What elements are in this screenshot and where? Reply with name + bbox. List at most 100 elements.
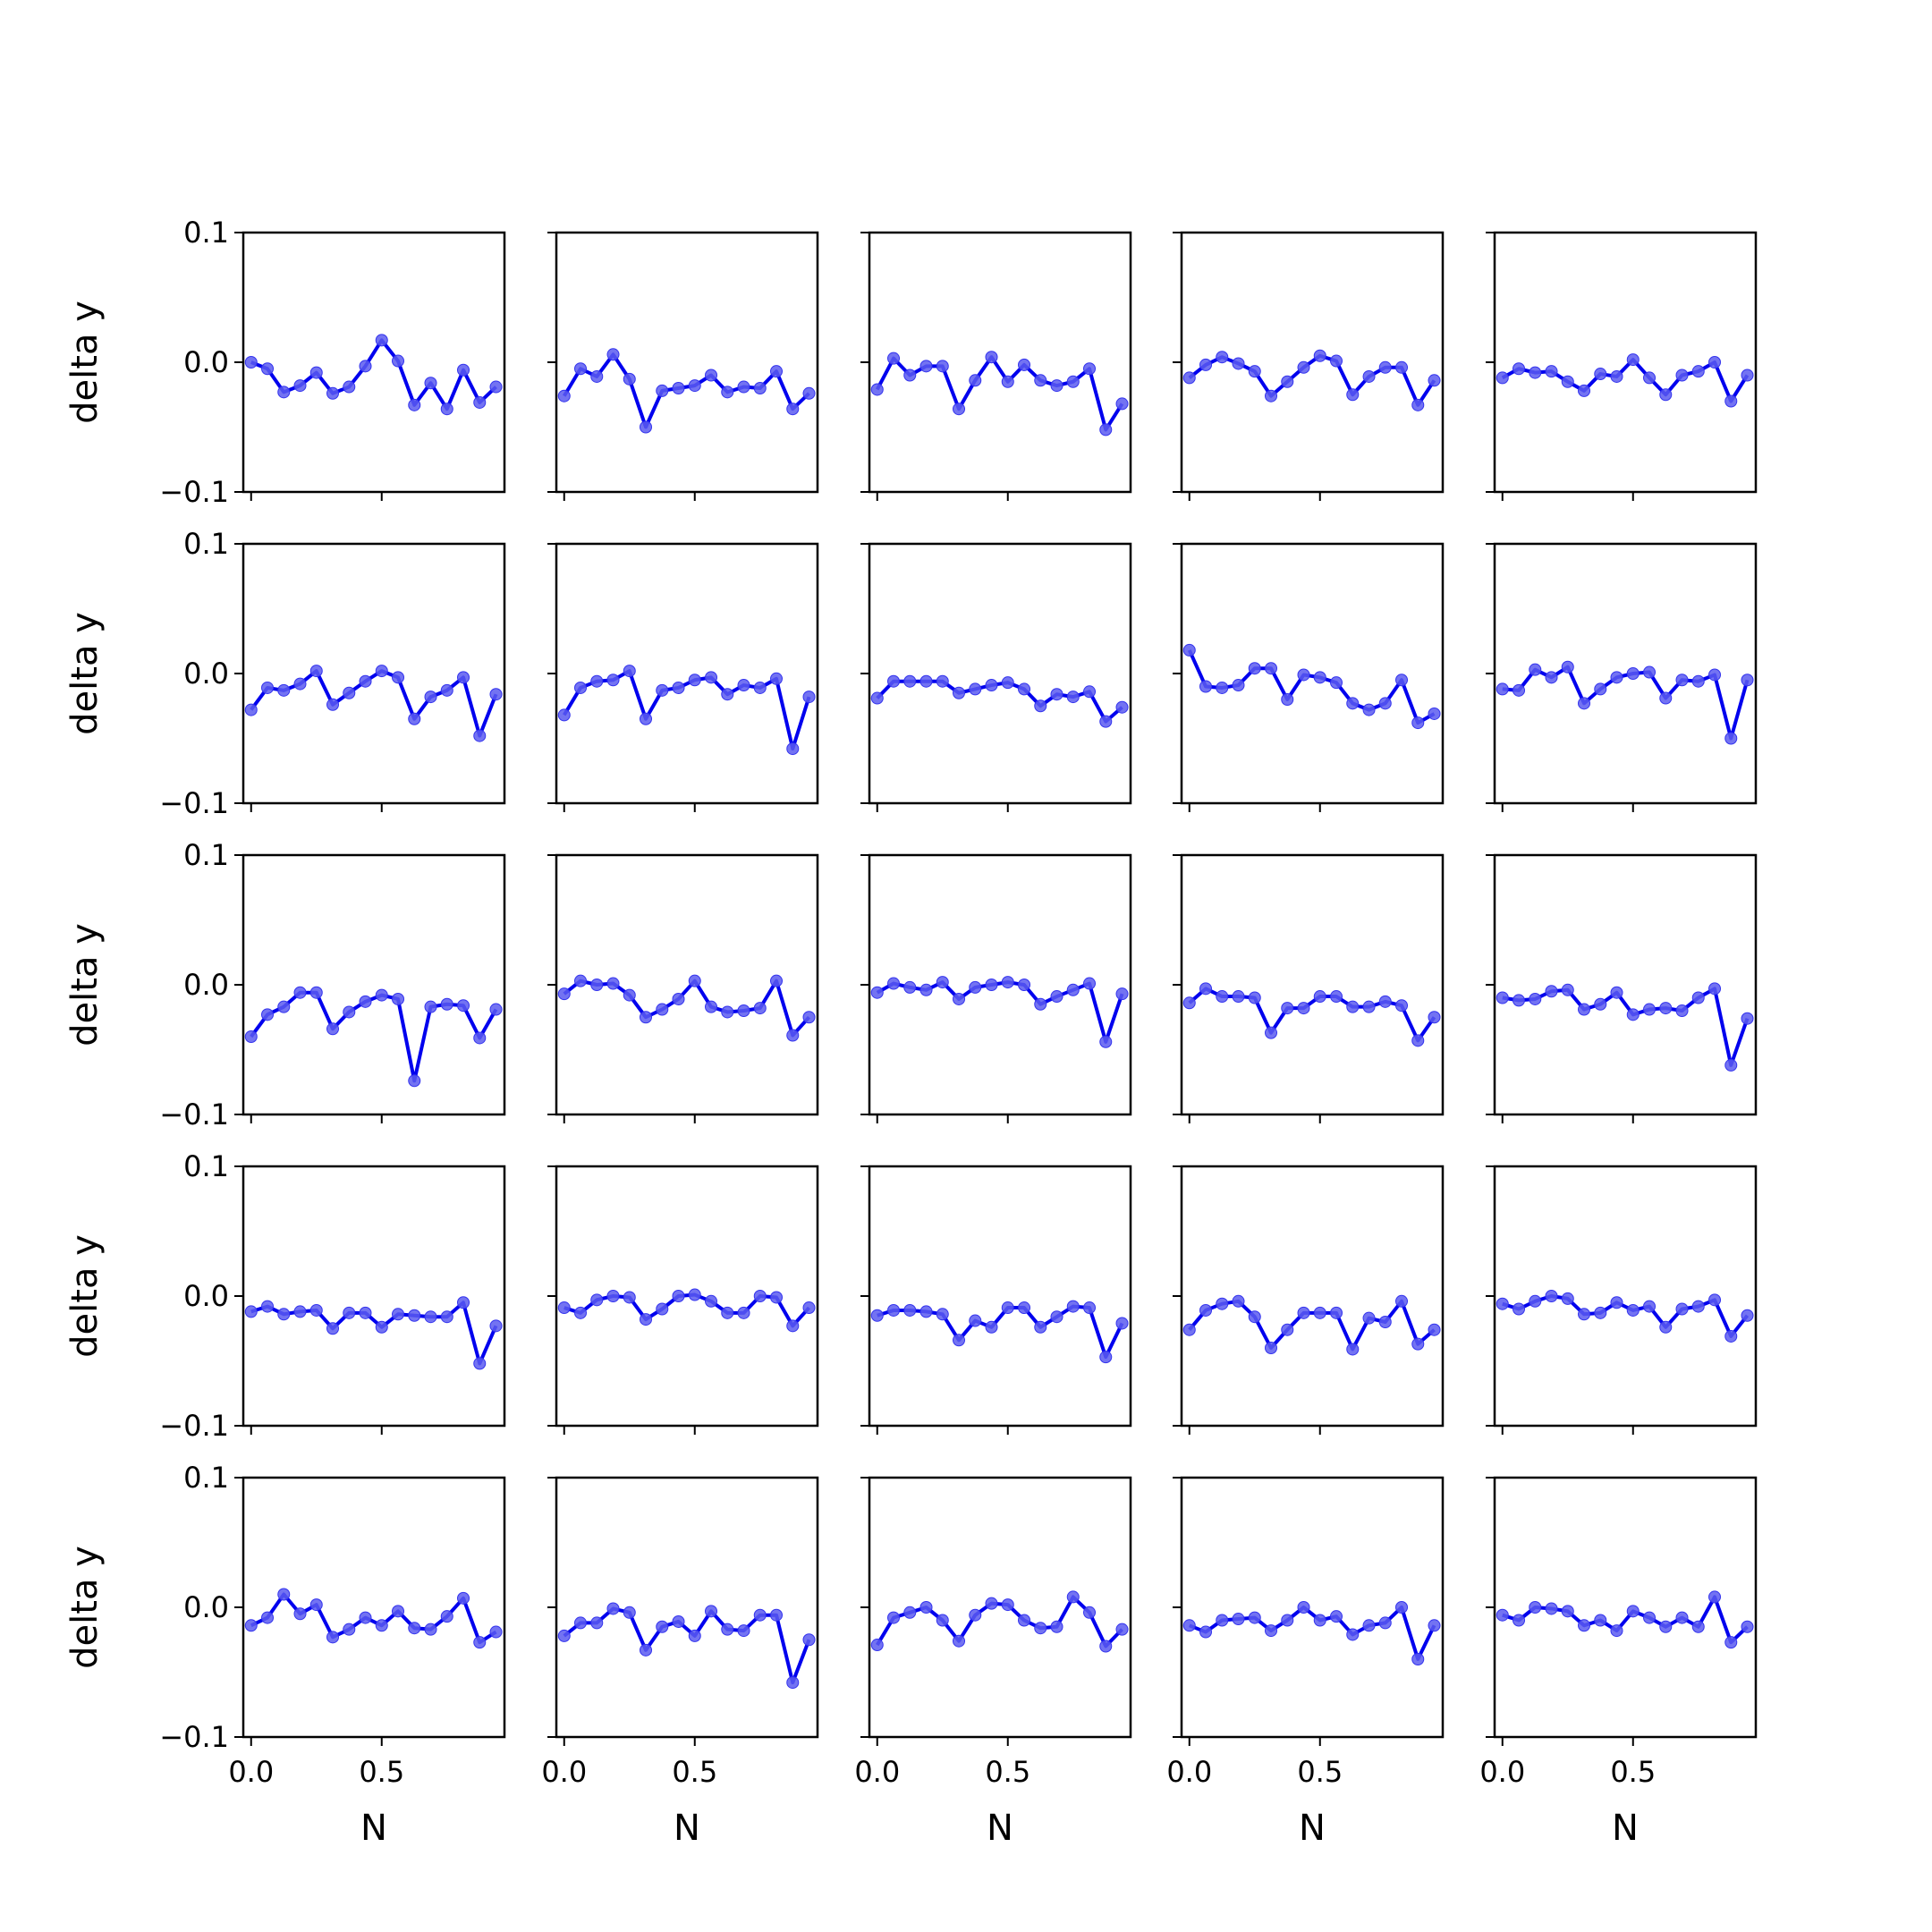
data-point (557, 1629, 571, 1642)
data-point (721, 1005, 734, 1019)
data-point (1018, 1614, 1031, 1627)
subplot-r4-c4 (1173, 1165, 1445, 1435)
data-point (1626, 1303, 1640, 1317)
data-point (1708, 1590, 1722, 1604)
series-line (876, 1595, 1123, 1648)
data-point (1675, 1004, 1689, 1017)
data-point (1545, 985, 1558, 998)
data-point (359, 360, 372, 373)
y-tick-label: 0.0 (183, 1279, 229, 1313)
data-point (457, 999, 470, 1013)
data-point (574, 1616, 588, 1630)
data-point (1050, 1310, 1063, 1324)
data-point (705, 671, 718, 684)
data-point (688, 1629, 701, 1642)
data-point (457, 671, 470, 684)
y-axis-label: delta y (64, 923, 106, 1046)
data-point (1346, 1000, 1360, 1013)
data-point (590, 979, 604, 991)
axes-frame (1180, 853, 1445, 1116)
data-point (408, 1074, 421, 1088)
data-point (1378, 360, 1392, 374)
data-point (1018, 979, 1031, 991)
axes-frame (1493, 1165, 1758, 1428)
data-point (1050, 688, 1063, 701)
data-point (640, 712, 653, 725)
data-point (1313, 1614, 1326, 1627)
data-point (244, 1619, 258, 1632)
data-point (969, 1608, 982, 1622)
subplot-r2-c4 (1173, 542, 1445, 812)
data-point (1066, 1590, 1080, 1604)
subplot-r5-c5: 0.0 0.5 N (1479, 1476, 1758, 1849)
data-point (343, 1005, 356, 1019)
data-point (1428, 1011, 1441, 1024)
data-point (737, 1004, 750, 1017)
data-point (1099, 1640, 1113, 1653)
data-point (786, 1676, 800, 1690)
data-point (969, 1314, 982, 1327)
data-point (1232, 679, 1245, 692)
data-point (1115, 700, 1129, 714)
series-line (563, 1606, 811, 1685)
data-point (590, 1293, 604, 1307)
data-point (770, 1291, 784, 1304)
data-point (1610, 986, 1623, 999)
data-point (1066, 691, 1080, 704)
data-point (1378, 1316, 1392, 1328)
data-point (688, 674, 701, 687)
data-point (887, 1611, 901, 1624)
data-point (1330, 1306, 1343, 1319)
data-point (1545, 1602, 1558, 1615)
data-point (786, 742, 800, 756)
data-point (1297, 360, 1310, 374)
data-point (1708, 1293, 1722, 1307)
data-point (1643, 1003, 1657, 1016)
data-point (574, 974, 588, 987)
data-point (277, 1000, 291, 1013)
data-point (1066, 983, 1080, 996)
data-point (1297, 1306, 1310, 1319)
data-point (1330, 1610, 1343, 1623)
data-point (737, 679, 750, 692)
data-point (1513, 1614, 1526, 1627)
data-point (606, 1290, 620, 1302)
data-point (1050, 379, 1063, 393)
data-point (473, 729, 487, 742)
subplot-r1-c1: −0.1 0.0 0.1 delta y (64, 216, 506, 509)
data-point (489, 1625, 503, 1639)
data-point (1610, 369, 1623, 383)
data-point (1034, 1622, 1047, 1635)
axes-frame (868, 542, 1132, 805)
subplot-r2-c1: −0.1 0.0 0.1 delta y (64, 527, 506, 820)
data-point (277, 1588, 291, 1601)
data-point (244, 1305, 258, 1318)
data-point (802, 1011, 816, 1024)
data-point (656, 1302, 669, 1316)
data-point (261, 1611, 275, 1624)
data-point (936, 1308, 949, 1321)
x-tick-label: 0.5 (672, 1755, 717, 1789)
x-tick-label: 0.5 (985, 1755, 1030, 1789)
data-point (1265, 1624, 1278, 1638)
data-point (1691, 991, 1705, 1004)
y-tick-label: −0.1 (159, 786, 229, 820)
data-point (1281, 1323, 1294, 1336)
subplot-r3-c4 (1173, 853, 1445, 1123)
data-point (590, 674, 604, 688)
data-point (1313, 1306, 1326, 1319)
data-point (1675, 369, 1689, 382)
data-point (969, 980, 982, 994)
axes-frame (1180, 1476, 1445, 1739)
data-point (1034, 699, 1047, 713)
data-point (343, 1623, 356, 1636)
data-point (1182, 371, 1196, 385)
data-point (1411, 1337, 1425, 1351)
data-point (408, 1309, 421, 1322)
axes-frame (868, 1165, 1132, 1428)
data-point (1561, 983, 1574, 996)
series-line (250, 669, 498, 738)
data-point (574, 362, 588, 376)
data-point (1115, 397, 1129, 411)
data-point (1248, 1611, 1261, 1624)
